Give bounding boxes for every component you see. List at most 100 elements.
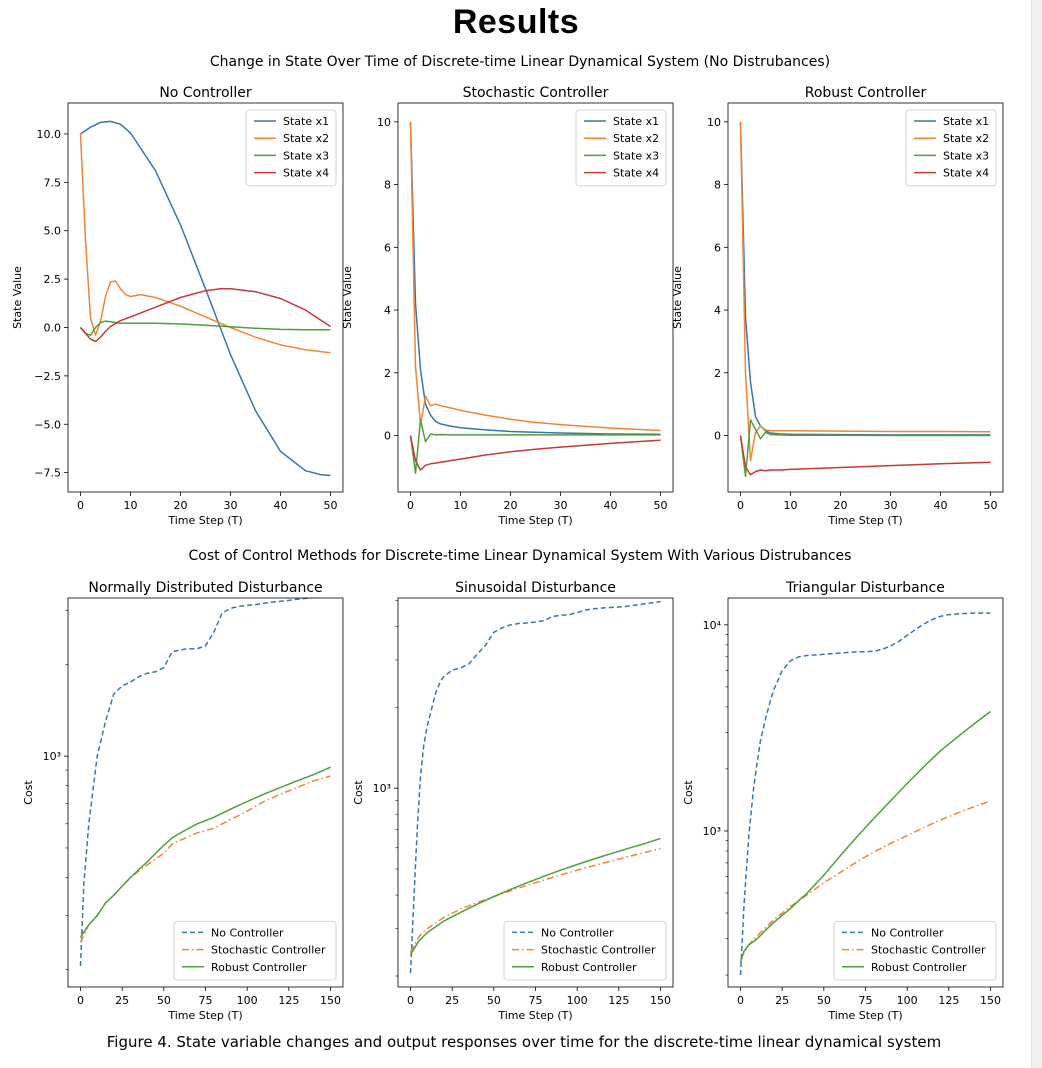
x-tick-label: 0 [407, 499, 414, 512]
x-tick-label: 20 [504, 499, 518, 512]
legend: No Controller Stochastic Controller Robust… [833, 921, 997, 981]
legend-label: No Controller [211, 926, 284, 939]
legend-label: State x3 [283, 149, 329, 162]
x-tick-label: 0 [737, 994, 744, 1007]
legend: State x1 State x2 State x3 State x4 [575, 109, 667, 187]
y-axis-label: Cost [352, 780, 365, 805]
y-tick-label: 0.0 [44, 321, 62, 334]
y-tick-label: 10⁴ [703, 619, 722, 632]
x-axis-label: Time Step (T) [167, 514, 242, 527]
series-line-state-x3 [739, 419, 991, 478]
results-figure: Change in State Over Time of Discrete-ti… [11, 54, 1004, 1022]
x-tick-label: 100 [237, 994, 258, 1007]
series-line-state-x1 [409, 121, 661, 436]
series-line-state-x3 [79, 320, 331, 336]
x-tick-label: 50 [654, 499, 668, 512]
chart-panel-normal-disturbance: Normally Distributed Disturbance 10³ 0 25 50… [22, 580, 344, 1022]
series-line-robust-controller [739, 710, 991, 963]
legend-label: State x4 [613, 167, 659, 180]
x-tick-label: 10 [784, 499, 798, 512]
y-tick-label: 10³ [373, 782, 391, 795]
series-line-no-controller [79, 598, 316, 967]
series-line-no-controller [409, 600, 661, 974]
legend-label: State x4 [283, 167, 329, 180]
series-line-state-x4 [739, 435, 991, 476]
x-tick-label: 125 [278, 994, 299, 1007]
axes-frame [67, 597, 344, 988]
chart-title: Triangular Disturbance [785, 580, 945, 596]
x-tick-label: 150 [320, 994, 341, 1007]
x-axis-label: Time Step (T) [497, 514, 572, 527]
series-group [739, 121, 991, 478]
y-tick-label: 2 [714, 367, 721, 380]
x-tick-label: 50 [324, 499, 338, 512]
x-tick-label: 75 [859, 994, 873, 1007]
axes-frame [727, 597, 1004, 988]
x-tick-label: 30 [884, 499, 898, 512]
series-group [409, 600, 661, 974]
chart-panel-sinusoidal-disturbance: Sinusoidal Disturbance 10³ 0 25 50 75 100 125 15… [352, 580, 674, 1022]
x-tick-label: 40 [274, 499, 288, 512]
x-tick-label: 75 [199, 994, 213, 1007]
legend-label: State x2 [943, 132, 989, 145]
axes-frame [67, 102, 344, 493]
legend-box [575, 109, 667, 187]
series-group [739, 612, 991, 976]
legend: State x1 State x2 State x3 State x4 [905, 109, 997, 187]
x-axis-label: Time Step (T) [497, 1009, 572, 1022]
x-tick-label: 10 [124, 499, 138, 512]
y-axis-label: Cost [682, 780, 695, 805]
x-tick-label: 20 [174, 499, 188, 512]
y-tick-label: −2.5 [34, 370, 61, 383]
page-title: Results [452, 3, 580, 41]
series-line-robust-controller [79, 766, 331, 938]
chart-panel-robust-controller: Robust Controller 0 2 4 6 8 10 0 10 20 30 40 50 Time … [671, 85, 1004, 527]
x-tick-label: 40 [934, 499, 948, 512]
chart-panel-stochastic-controller: Stochastic Controller 0 2 4 6 8 10 0 10 20 30 40 50 T… [341, 85, 674, 527]
x-axis-label: Time Step (T) [827, 1009, 902, 1022]
x-tick-label: 25 [445, 994, 459, 1007]
y-tick-label: 2.5 [44, 273, 62, 286]
axes-frame [397, 102, 674, 493]
vertical-scrollbar[interactable] [1031, 0, 1042, 1068]
series-group [79, 598, 331, 967]
legend-label: Robust Controller [871, 961, 967, 974]
legend-label: State x1 [283, 115, 329, 128]
y-tick-label: 0 [714, 430, 721, 443]
series-line-state-x3 [409, 419, 661, 474]
top-suptitle: Change in State Over Time of Discrete-ti… [210, 54, 830, 70]
series-line-state-x2 [409, 121, 661, 432]
x-tick-label: 125 [938, 994, 959, 1007]
y-tick-label: 5.0 [44, 225, 62, 238]
legend-box [905, 109, 997, 187]
y-tick-label: 7.5 [44, 176, 62, 189]
x-tick-label: 10 [454, 499, 468, 512]
legend-label: State x1 [613, 115, 659, 128]
axes-frame [397, 597, 674, 988]
y-tick-label: −5.0 [34, 418, 61, 431]
series-line-robust-controller [409, 837, 661, 956]
legend-label: Stochastic Controller [211, 944, 326, 957]
x-tick-label: 40 [604, 499, 618, 512]
y-axis-label: State Value [671, 266, 684, 329]
legend-label: State x3 [943, 149, 989, 162]
legend-box [245, 109, 337, 187]
y-axis-label: Cost [22, 780, 35, 805]
legend-label: No Controller [541, 926, 614, 939]
bottom-suptitle: Cost of Control Methods for Discrete-tim… [189, 548, 852, 564]
legend-label: State x2 [283, 132, 329, 145]
chart-title: No Controller [159, 85, 252, 101]
series-line-state-x2 [79, 133, 331, 354]
figure-caption: Figure 4. State variable changes and out… [106, 1033, 942, 1051]
x-tick-label: 75 [529, 994, 543, 1007]
x-axis-label: Time Step (T) [827, 514, 902, 527]
y-tick-label: −7.5 [34, 467, 61, 480]
series-line-state-x4 [79, 288, 331, 343]
series-line-no-controller [739, 612, 991, 976]
y-tick-label: 4 [384, 304, 391, 317]
chart-panel-no-controller: No Controller −7.5 −5.0 −2.5 0.0 2.5 5.0 7.5 10.… [11, 85, 344, 527]
legend-box [833, 921, 997, 981]
y-tick-label: 2 [384, 367, 391, 380]
legend-box [173, 921, 337, 981]
chart-title: Stochastic Controller [463, 85, 609, 101]
